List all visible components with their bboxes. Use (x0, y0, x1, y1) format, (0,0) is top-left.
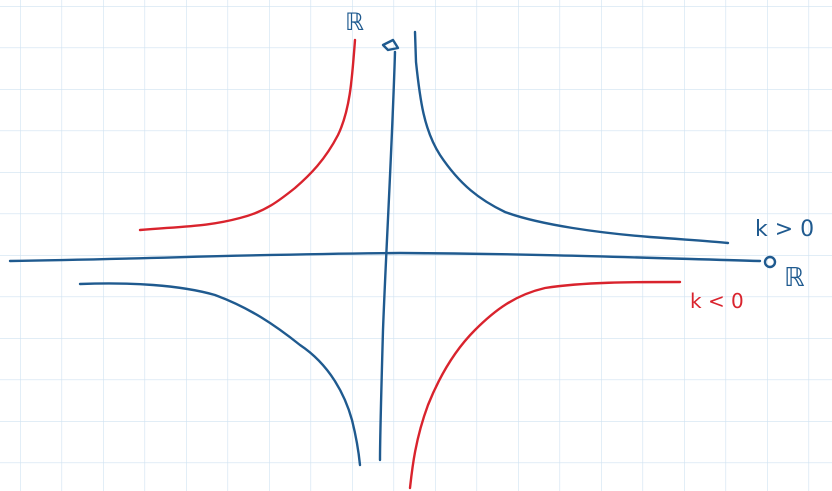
negative-label: k < 0 (690, 289, 744, 313)
x-axis-label: ℝ (784, 263, 805, 293)
grid-paper (0, 0, 832, 491)
positive-label: k > 0 (755, 217, 814, 242)
sketch: ℝ ℝ k > 0 k < 0 (0, 0, 832, 491)
y-axis-label: ℝ (345, 8, 364, 36)
page: ℝ ℝ k > 0 k < 0 (() => { const data = JS… (0, 0, 832, 491)
